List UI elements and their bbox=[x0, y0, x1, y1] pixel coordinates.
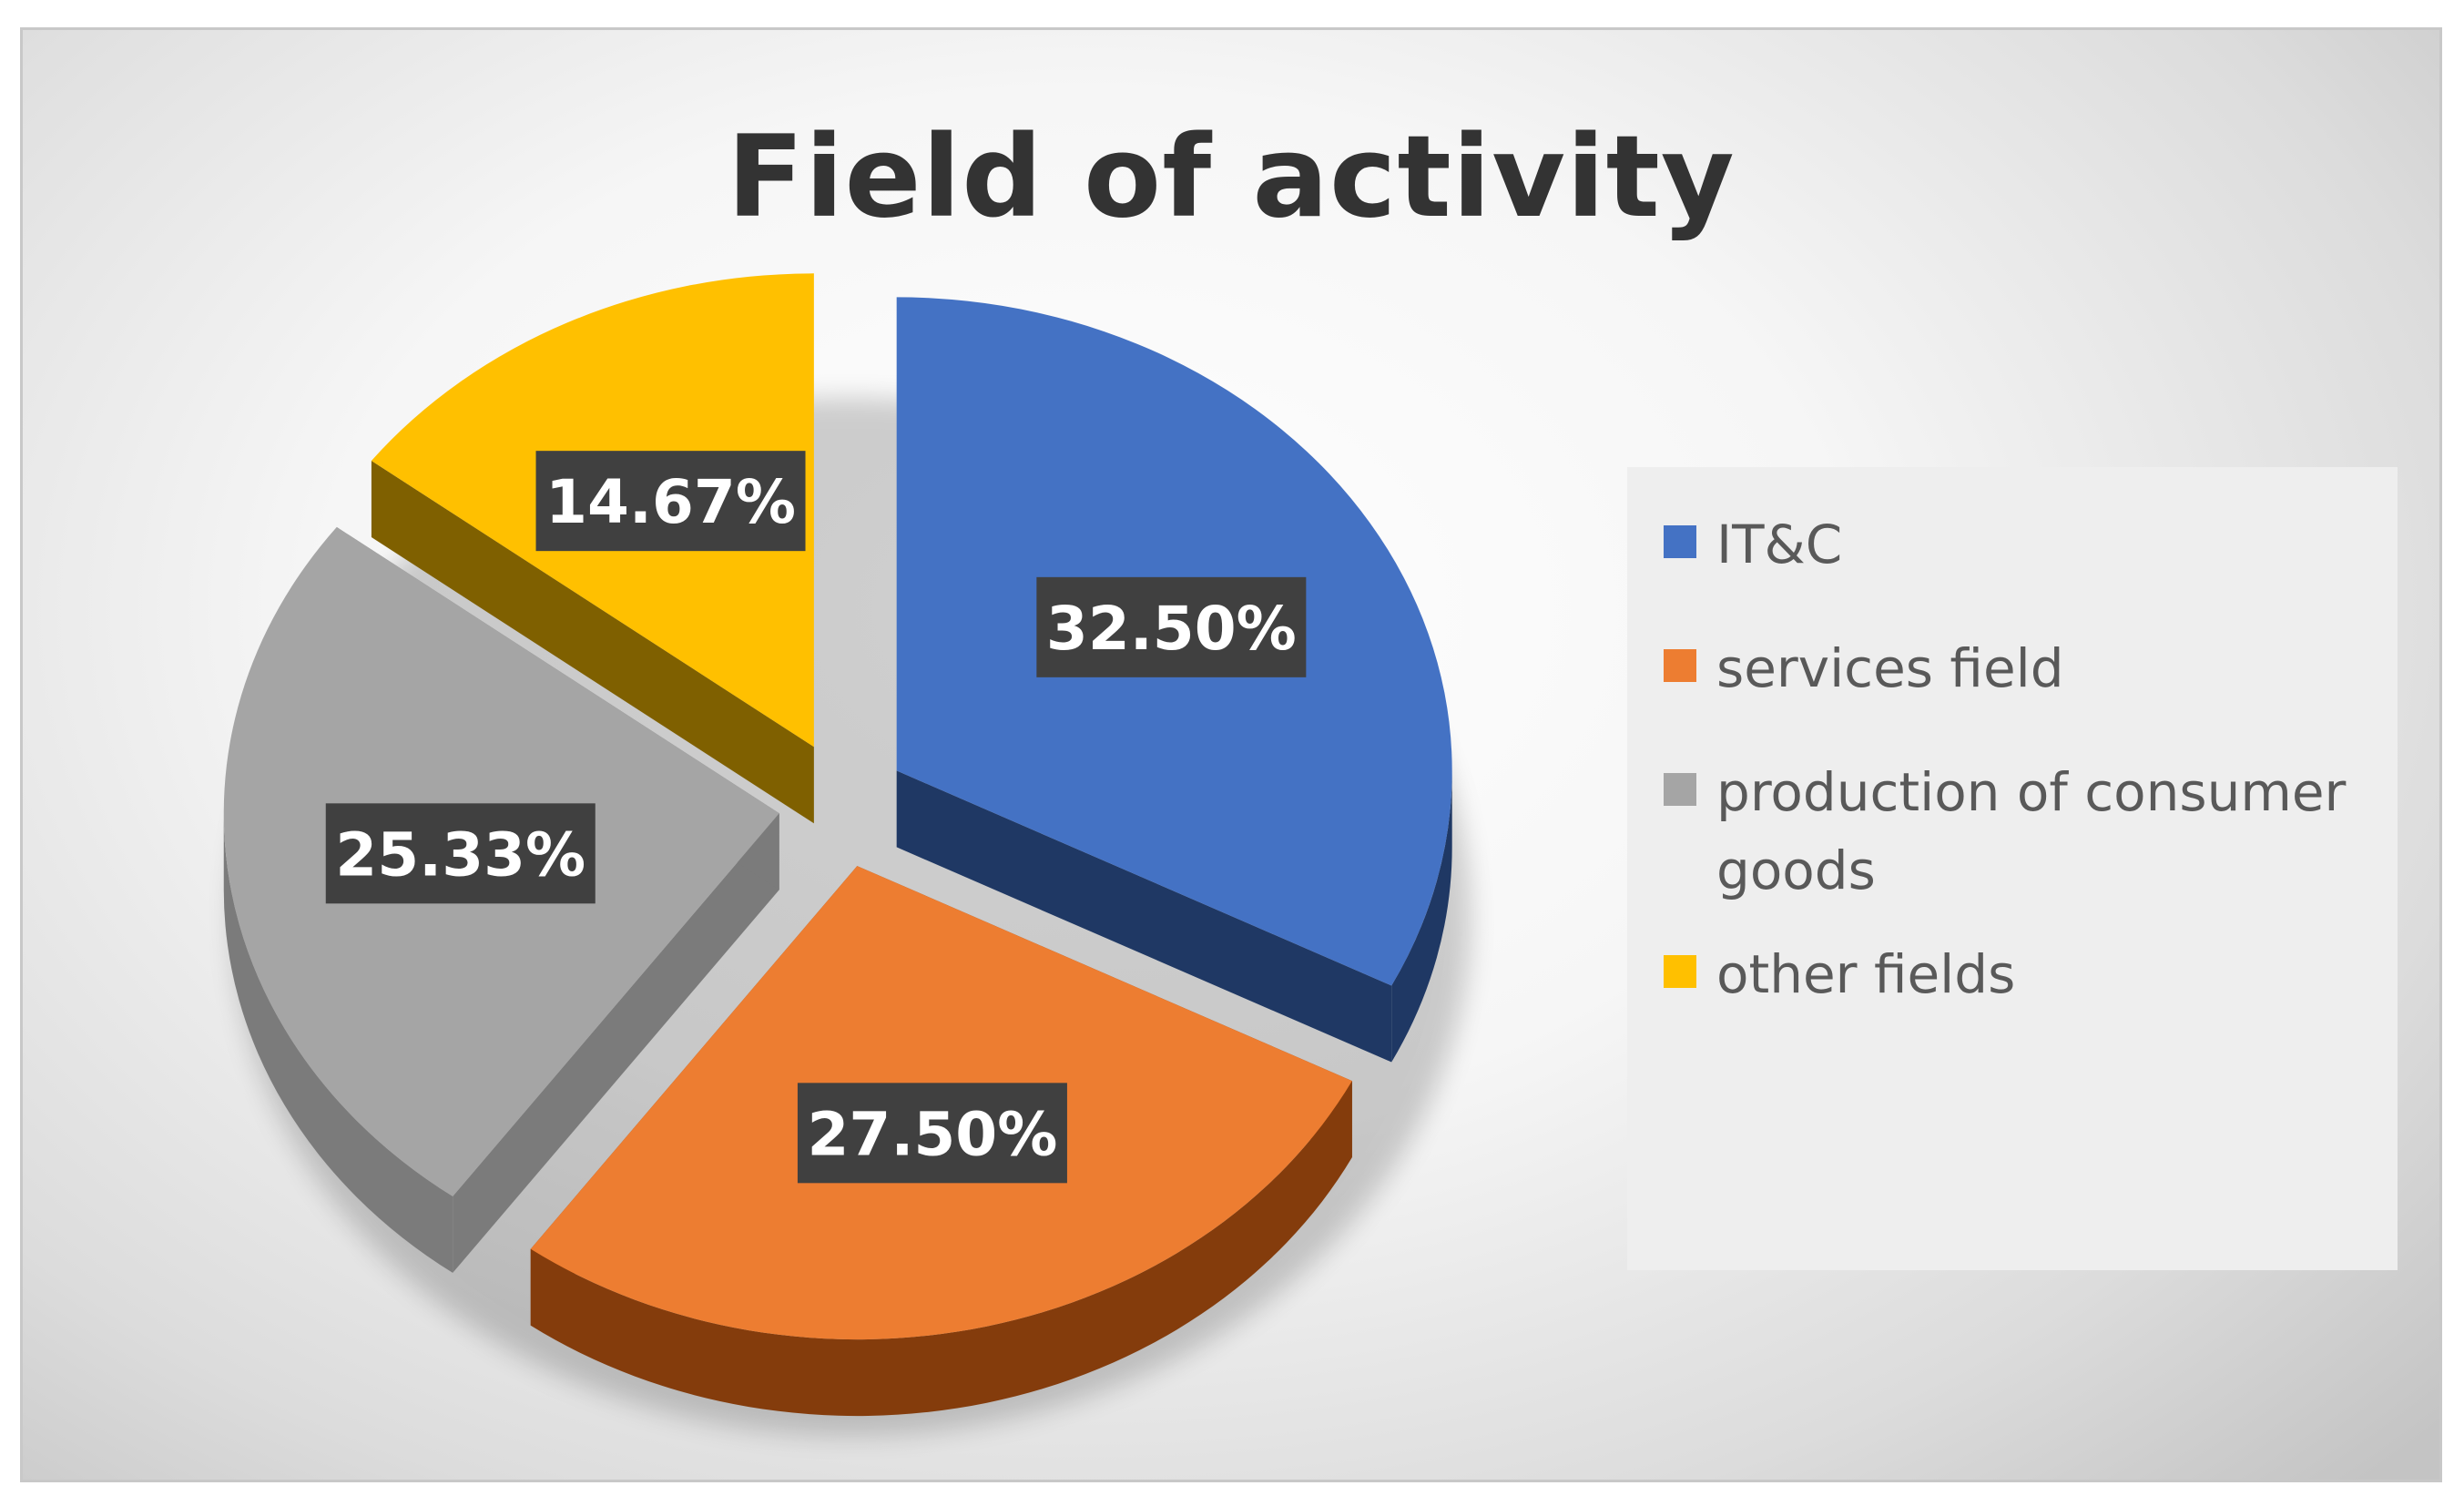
data-label-box-other-fields bbox=[535, 451, 806, 552]
pie-slice-wall-other-fields-0 bbox=[371, 460, 814, 824]
data-label-it-c: 32.50% bbox=[1046, 594, 1297, 664]
legend-label: production of consumer goods bbox=[1716, 761, 2347, 901]
legend-item-it-c: IT&C bbox=[1664, 505, 2398, 584]
legend-swatch-icon bbox=[1664, 649, 1696, 682]
legend-item-other-fields: other fields bbox=[1664, 935, 2398, 1013]
data-label-other-fields: 14.67% bbox=[545, 467, 796, 537]
legend: IT&C services field production of consum… bbox=[1627, 467, 2398, 1270]
chart-area: Field of activity 32.50% 27.50% 25.33% 14.6… bbox=[20, 27, 2442, 1482]
legend-label: IT&C bbox=[1716, 514, 1843, 575]
data-label-production-of-consumer-goods: 25.33% bbox=[335, 819, 585, 890]
legend-label: other fields bbox=[1716, 943, 2016, 1005]
pie-slice-side-production-of-consumer-goods bbox=[223, 813, 453, 1273]
legend-swatch-icon bbox=[1664, 773, 1696, 806]
legend-label: services field bbox=[1716, 637, 2064, 699]
pie-slice-wall-it-c-1 bbox=[896, 770, 1392, 1063]
legend-swatch-icon bbox=[1664, 955, 1696, 988]
legend-item-production-of-consumer-goods: production of consumer goods bbox=[1664, 753, 2398, 910]
data-label-services-field: 27.50% bbox=[807, 1099, 1057, 1169]
legend-item-services-field: services field bbox=[1664, 629, 2398, 707]
data-label-box-services-field bbox=[797, 1083, 1067, 1184]
pie-slice-side-it-c bbox=[1391, 770, 1452, 1063]
pie-slice-side-services-field bbox=[530, 1081, 1352, 1417]
pie-slice-wall-production-of-consumer-goods-0 bbox=[453, 813, 779, 1273]
pie-chart: 32.50% 27.50% 25.33% 14.67% bbox=[223, 273, 1471, 1436]
legend-swatch-icon bbox=[1664, 525, 1696, 558]
data-label-box-it-c bbox=[1036, 576, 1307, 677]
pie-data-labels: 32.50% 27.50% 25.33% 14.67% bbox=[325, 451, 1307, 1184]
data-label-box-production-of-consumer-goods bbox=[325, 803, 596, 904]
chart-title: Field of activity bbox=[727, 112, 1736, 243]
